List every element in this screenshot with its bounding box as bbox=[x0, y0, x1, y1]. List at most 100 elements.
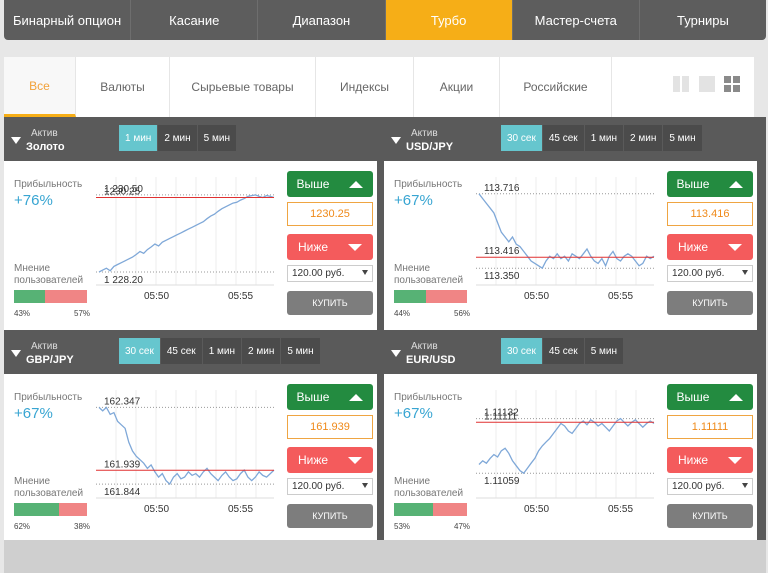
lower-button-label: Ниже bbox=[677, 240, 709, 254]
sentiment-bear-fill bbox=[432, 503, 467, 516]
low-price-label: 113.350 bbox=[484, 271, 520, 282]
timeframe-button[interactable]: 5 мин bbox=[281, 338, 320, 364]
view-grid-icon[interactable] bbox=[724, 76, 740, 92]
sentiment-bear-fill bbox=[59, 503, 87, 516]
view-single-icon[interactable] bbox=[699, 76, 715, 92]
amount-select[interactable]: 120.00 руб. bbox=[287, 478, 373, 495]
profit-caption: Прибыльность bbox=[394, 179, 463, 190]
nav-tab-4[interactable]: Мастер-счета bbox=[513, 0, 640, 40]
timeframe-button[interactable]: 45 сек bbox=[542, 338, 584, 364]
user-opinion-caption-line: Мнение bbox=[14, 476, 51, 487]
strike-price-label: 1.11111 bbox=[484, 411, 518, 422]
high-price-label: 1.11132 bbox=[484, 408, 519, 419]
asset-name[interactable]: GBP/JPY bbox=[26, 354, 74, 366]
timeframe-button[interactable]: 2 мин bbox=[158, 125, 197, 151]
sentiment-bull-fill bbox=[394, 503, 433, 516]
filter-tab-2[interactable]: Сырьевые товары bbox=[170, 57, 316, 117]
panel-body: Прибыльность +67% Мнение пользователей 53% 47… bbox=[384, 374, 757, 543]
filter-tab-0[interactable]: Все bbox=[4, 57, 76, 117]
sentiment-bull-fill bbox=[14, 503, 60, 516]
caret-down-icon[interactable] bbox=[391, 350, 401, 357]
timeframe-button[interactable]: 1 мин bbox=[202, 338, 242, 364]
arrow-down-icon bbox=[728, 243, 743, 251]
user-opinion-caption-line: пользователей bbox=[14, 488, 84, 499]
dropdown-arrow-icon bbox=[362, 483, 368, 488]
caret-down-icon[interactable] bbox=[391, 137, 401, 144]
nav-tab-1[interactable]: Касание bbox=[131, 0, 259, 40]
timeframe-button[interactable]: 45 сек bbox=[160, 338, 202, 364]
timeframe-group: 1 мин 2 мин 5 мин bbox=[119, 125, 237, 151]
higher-button[interactable]: Выше bbox=[667, 171, 753, 197]
lower-button[interactable]: Ниже bbox=[287, 234, 373, 260]
lower-button[interactable]: Ниже bbox=[667, 447, 753, 473]
higher-button[interactable]: Выше bbox=[667, 384, 753, 410]
profit-value: +67% bbox=[394, 405, 433, 422]
timeframe-button[interactable]: 45 сек bbox=[542, 125, 584, 151]
user-opinion-caption-line: пользователей bbox=[394, 488, 464, 499]
asset-name[interactable]: USD/JPY bbox=[406, 141, 454, 153]
arrow-up-icon bbox=[349, 393, 364, 401]
buy-button[interactable]: КУПИТЬ bbox=[667, 291, 753, 315]
lower-button[interactable]: Ниже bbox=[667, 234, 753, 260]
asset-name[interactable]: Золото bbox=[26, 141, 65, 153]
profit-caption: Прибыльность bbox=[394, 392, 463, 403]
profit-value: +76% bbox=[14, 192, 53, 209]
nav-tab-5[interactable]: Турниры bbox=[677, 12, 729, 28]
bullish-percent: 44% bbox=[394, 309, 411, 318]
higher-button-label: Выше bbox=[676, 177, 710, 191]
higher-button[interactable]: Выше bbox=[287, 171, 373, 197]
price-chart: 1.11132 1.11111 1.11059 05:50 05:55 bbox=[476, 374, 656, 543]
buy-button[interactable]: КУПИТЬ bbox=[287, 291, 373, 315]
timeframe-button[interactable]: 30 сек bbox=[501, 125, 542, 151]
higher-button[interactable]: Выше bbox=[287, 384, 373, 410]
nav-tab-2[interactable]: Диапазон bbox=[258, 0, 386, 40]
view-two-columns-icon[interactable] bbox=[673, 76, 689, 92]
user-opinion-caption: Мнение пользователей bbox=[394, 263, 463, 287]
amount-value: 120.00 руб. bbox=[292, 481, 345, 492]
high-price-label: 162.347 bbox=[104, 396, 141, 407]
filter-tab-4[interactable]: Акции bbox=[414, 57, 500, 117]
timeframe-button[interactable]: 5 мин bbox=[197, 125, 236, 151]
user-opinion-caption-line: Мнение bbox=[394, 263, 431, 274]
current-rate: 161.939 bbox=[287, 415, 373, 439]
asset-name[interactable]: EUR/USD bbox=[406, 354, 456, 366]
timeframe-button[interactable]: 2 мин bbox=[242, 338, 281, 364]
amount-select[interactable]: 120.00 руб. bbox=[667, 265, 753, 282]
filter-bar: Все Валюты Сырьевые товары Индексы Акции Росс… bbox=[4, 57, 754, 117]
filter-tab-3[interactable]: Индексы bbox=[316, 57, 414, 117]
filter-tab-1[interactable]: Валюты bbox=[76, 57, 170, 117]
price-series-line bbox=[98, 194, 275, 273]
timeframe-button[interactable]: 30 сек bbox=[501, 338, 542, 364]
sentiment-bar bbox=[394, 290, 467, 303]
nav-tab-0[interactable]: Бинарный опцион bbox=[4, 0, 132, 40]
low-price-label: 1.11059 bbox=[484, 476, 520, 487]
amount-select[interactable]: 120.00 руб. bbox=[667, 478, 753, 495]
timeframe-button[interactable]: 2 мин bbox=[624, 125, 663, 151]
caret-down-icon[interactable] bbox=[11, 350, 21, 357]
timeframe-button[interactable]: 1 мин bbox=[584, 125, 624, 151]
lower-button[interactable]: Ниже bbox=[287, 447, 373, 473]
arrow-down-icon bbox=[348, 243, 363, 251]
high-price-label: 113.716 bbox=[484, 183, 520, 194]
amount-select[interactable]: 120.00 руб. bbox=[287, 265, 373, 282]
timeframe-button[interactable]: 30 сек bbox=[119, 338, 160, 364]
nav-tab-3[interactable]: Турбо bbox=[385, 0, 513, 40]
bearish-percent: 38% bbox=[74, 522, 91, 531]
price-chart: 113.716 113.416 113.350 05:50 05:55 bbox=[476, 161, 656, 330]
panel-header: Актив Золото 1 мин 2 мин 5 мин bbox=[4, 117, 377, 161]
filter-tab-5[interactable]: Российские bbox=[500, 57, 612, 117]
higher-button-label: Выше bbox=[676, 390, 710, 404]
caret-down-icon[interactable] bbox=[11, 137, 21, 144]
timeframe-button[interactable]: 5 мин bbox=[584, 338, 624, 364]
timeframe-button[interactable]: 5 мин bbox=[663, 125, 702, 151]
current-rate: 1230.25 bbox=[287, 202, 373, 226]
strike-price-label: 113.416 bbox=[484, 246, 520, 257]
x-tick-label: 05:50 bbox=[524, 291, 549, 302]
buy-button[interactable]: КУПИТЬ bbox=[667, 504, 753, 528]
timeframe-button[interactable]: 1 мин bbox=[119, 125, 158, 151]
lower-button-label: Ниже bbox=[297, 453, 329, 467]
buy-button[interactable]: КУПИТЬ bbox=[287, 504, 373, 528]
dropdown-arrow-icon bbox=[742, 270, 748, 275]
